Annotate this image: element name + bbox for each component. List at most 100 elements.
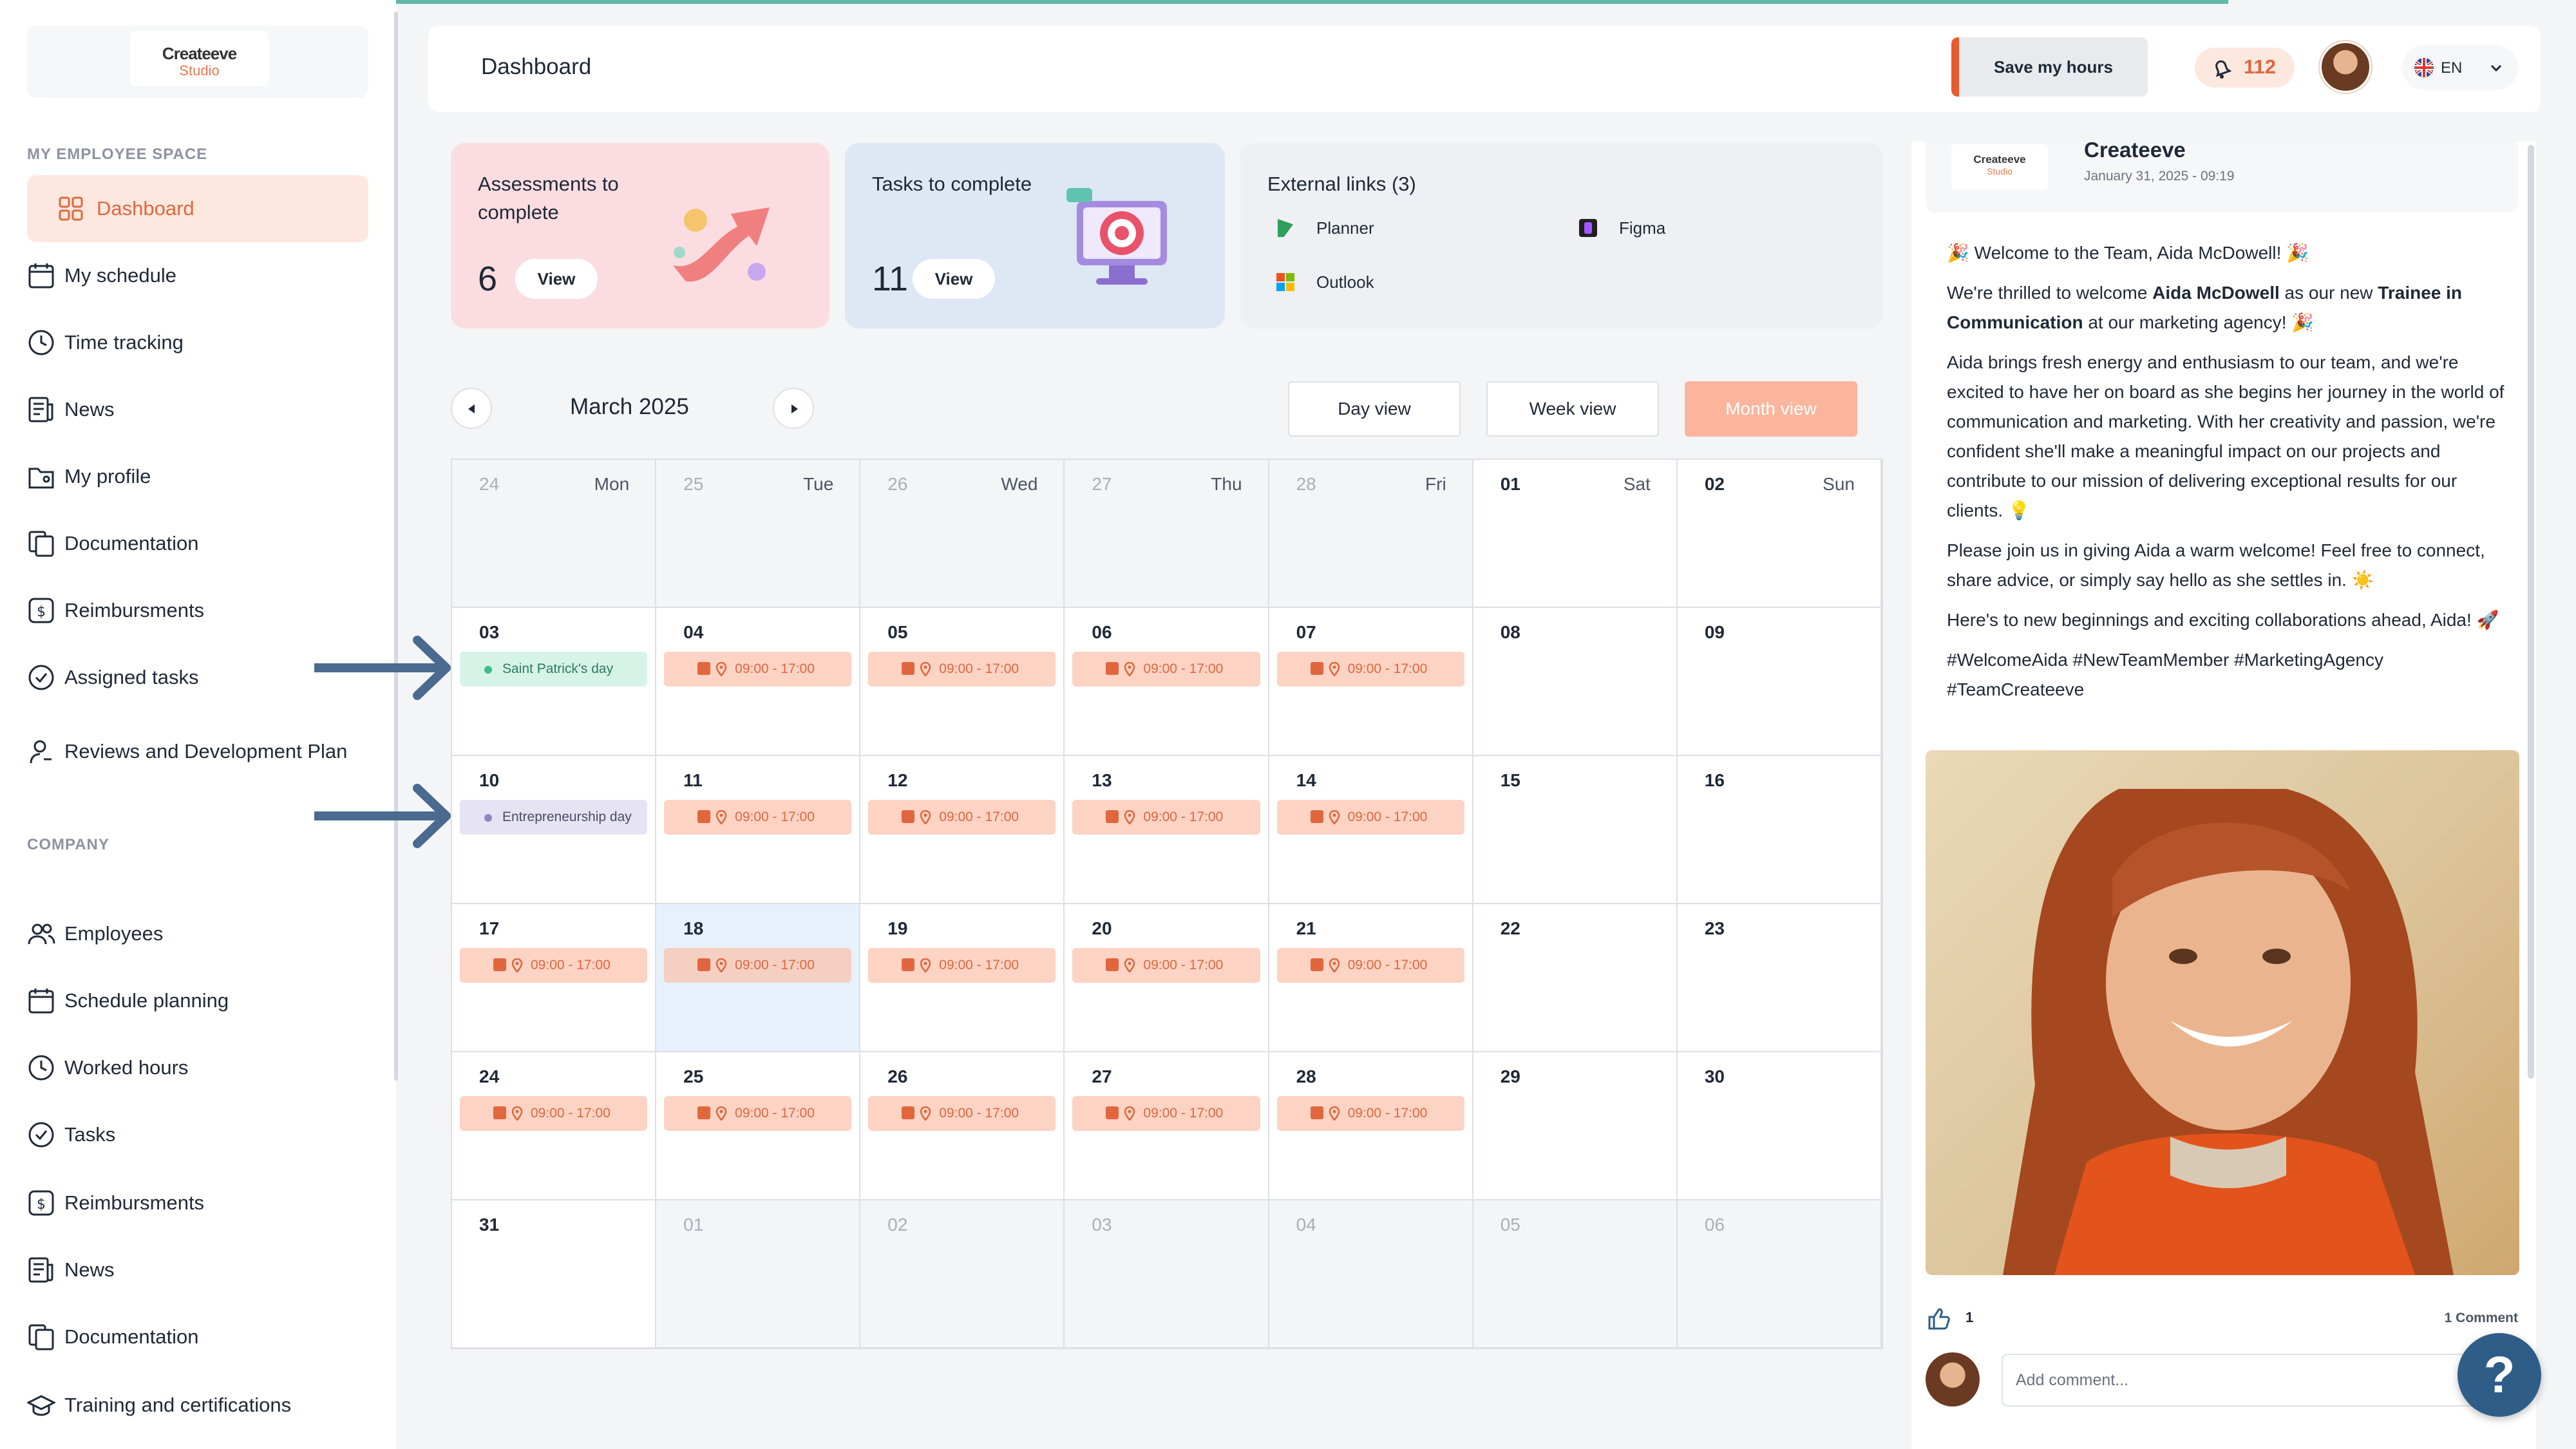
feed-scrollbar[interactable]: [2528, 145, 2534, 1079]
work-shift-chip[interactable]: 09:00 - 17:00: [1072, 1096, 1260, 1131]
comment-count[interactable]: 1 Comment: [2444, 1311, 2518, 1325]
sidebar-item-worked-hours[interactable]: Worked hours: [27, 1034, 368, 1101]
calendar-day-cell[interactable]: 03: [1065, 1200, 1269, 1349]
work-shift-chip[interactable]: 09:00 - 17:00: [1276, 652, 1464, 687]
work-shift-chip[interactable]: 09:00 - 17:00: [1276, 800, 1464, 835]
sidebar-item-reviews[interactable]: Reviews and Development Plan: [27, 718, 368, 785]
work-shift-chip[interactable]: 09:00 - 17:00: [1072, 948, 1260, 983]
calendar-day-cell[interactable]: 20 09:00 - 17:00: [1065, 904, 1269, 1052]
calendar-day-cell[interactable]: 04: [1269, 1200, 1473, 1349]
sidebar-item-schedule-planning[interactable]: Schedule planning: [27, 967, 368, 1034]
work-shift-chip[interactable]: 09:00 - 17:00: [664, 1096, 852, 1131]
calendar-day-cell[interactable]: 28 Fri: [1269, 460, 1473, 608]
calendar-day-cell[interactable]: 24 Mon: [452, 460, 657, 608]
sidebar-item-my-schedule[interactable]: My schedule: [27, 242, 368, 309]
work-shift-chip[interactable]: 09:00 - 17:00: [1072, 652, 1260, 687]
work-shift-chip[interactable]: 09:00 - 17:00: [460, 1096, 648, 1131]
calendar-day-cell[interactable]: 16: [1677, 756, 1882, 904]
sidebar-item-company-reimbursments[interactable]: $ Reimbursments: [27, 1170, 368, 1236]
work-shift-chip[interactable]: 09:00 - 17:00: [868, 948, 1056, 983]
calendar-day-cell[interactable]: 12 09:00 - 17:00: [860, 756, 1065, 904]
calendar-day-cell[interactable]: 05 09:00 - 17:00: [860, 608, 1065, 756]
calendar-day-cell[interactable]: 25 Tue: [656, 460, 861, 608]
week-view-button[interactable]: Week view: [1486, 381, 1659, 437]
assessments-view-button[interactable]: View: [515, 259, 598, 299]
work-shift-chip[interactable]: 09:00 - 17:00: [1276, 948, 1464, 983]
tasks-view-button[interactable]: View: [913, 259, 995, 299]
holiday-event-chip[interactable]: Saint Patrick's day: [460, 652, 648, 687]
user-avatar[interactable]: [2320, 41, 2371, 93]
calendar-day-cell[interactable]: 09: [1677, 608, 1882, 756]
calendar-day-cell[interactable]: 26 Wed: [860, 460, 1065, 608]
work-shift-chip[interactable]: 09:00 - 17:00: [868, 652, 1056, 687]
calendar-day-cell[interactable]: 18 09:00 - 17:00: [656, 904, 861, 1052]
calendar-day-cell[interactable]: 06 09:00 - 17:00: [1065, 608, 1269, 756]
work-shift-chip[interactable]: 09:00 - 17:00: [1072, 800, 1260, 835]
thumbs-up-icon[interactable]: [1926, 1305, 1951, 1331]
comment-input[interactable]: Add comment...: [2002, 1354, 2517, 1406]
external-link-figma[interactable]: Figma: [1570, 210, 1665, 246]
calendar-day-cell[interactable]: 21 09:00 - 17:00: [1269, 904, 1473, 1052]
calendar-day-cell[interactable]: 24 09:00 - 17:00: [452, 1052, 657, 1200]
calendar-day-cell[interactable]: 29: [1473, 1052, 1678, 1200]
work-shift-chip[interactable]: 09:00 - 17:00: [868, 800, 1056, 835]
calendar-day-cell[interactable]: 27 09:00 - 17:00: [1065, 1052, 1269, 1200]
calendar-day-cell[interactable]: 15: [1473, 756, 1678, 904]
calendar-day-cell[interactable]: 14 09:00 - 17:00: [1269, 756, 1473, 904]
sidebar-item-employees[interactable]: Employees: [27, 900, 368, 967]
work-shift-chip[interactable]: 09:00 - 17:00: [460, 948, 648, 983]
calendar-day-cell[interactable]: 02: [860, 1200, 1065, 1349]
calendar-day-cell[interactable]: 02 Sun: [1677, 460, 1882, 608]
language-selector[interactable]: EN: [2402, 45, 2518, 90]
work-shift-chip[interactable]: 09:00 - 17:00: [868, 1096, 1056, 1131]
sidebar-item-news[interactable]: News: [27, 376, 368, 443]
work-shift-chip[interactable]: 09:00 - 17:00: [664, 800, 852, 835]
calendar-day-cell[interactable]: 22: [1473, 904, 1678, 1052]
calendar-day-cell[interactable]: 23: [1677, 904, 1882, 1052]
work-shift-chip[interactable]: 09:00 - 17:00: [664, 652, 852, 687]
sidebar-scrollbar[interactable]: [394, 12, 398, 1081]
next-month-button[interactable]: [773, 388, 814, 429]
external-link-outlook[interactable]: Outlook: [1267, 264, 1374, 300]
calendar-day-cell[interactable]: 01 Sat: [1473, 460, 1678, 608]
calendar-day-cell[interactable]: 07 09:00 - 17:00: [1269, 608, 1473, 756]
calendar-day-cell[interactable]: 13 09:00 - 17:00: [1065, 756, 1269, 904]
sidebar-item-documentation[interactable]: Documentation: [27, 510, 368, 577]
calendar-day-cell[interactable]: 05: [1473, 1200, 1678, 1349]
sidebar-item-time-tracking[interactable]: Time tracking: [27, 309, 368, 376]
calendar-day-cell[interactable]: 08: [1473, 608, 1678, 756]
calendar-day-cell[interactable]: 26 09:00 - 17:00: [860, 1052, 1065, 1200]
logo-container[interactable]: Createeve Studio: [27, 26, 368, 98]
calendar-day-cell[interactable]: 19 09:00 - 17:00: [860, 904, 1065, 1052]
calendar-day-cell[interactable]: 31: [452, 1200, 657, 1349]
calendar-day-cell[interactable]: 28 09:00 - 17:00: [1269, 1052, 1473, 1200]
calendar-day-cell[interactable]: 04 09:00 - 17:00: [656, 608, 861, 756]
calendar-day-cell[interactable]: 27 Thu: [1065, 460, 1269, 608]
sidebar-item-company-news[interactable]: News: [27, 1236, 368, 1303]
sidebar-item-dashboard[interactable]: Dashboard: [27, 175, 368, 242]
calendar-day-cell[interactable]: 01: [656, 1200, 861, 1349]
notifications-button[interactable]: 112: [2195, 48, 2295, 88]
day-view-button[interactable]: Day view: [1288, 381, 1461, 437]
save-hours-button[interactable]: Save my hours: [1951, 37, 2148, 97]
calendar-day-cell[interactable]: 11 09:00 - 17:00: [656, 756, 861, 904]
work-shift-chip[interactable]: 09:00 - 17:00: [1276, 1096, 1464, 1131]
sidebar-item-training[interactable]: Training and certifications: [27, 1372, 368, 1439]
sidebar-item-tasks[interactable]: Tasks: [27, 1101, 368, 1168]
sidebar-item-company-documentation[interactable]: Documentation: [27, 1303, 368, 1370]
post-photo[interactable]: [1926, 750, 2519, 1275]
calendar-day-cell[interactable]: 10 Entrepreneurship day: [452, 756, 657, 904]
calendar-day-cell[interactable]: 03 Saint Patrick's day: [452, 608, 657, 756]
calendar-day-cell[interactable]: 06: [1677, 1200, 1882, 1349]
work-shift-chip[interactable]: 09:00 - 17:00: [664, 948, 852, 983]
calendar-day-cell[interactable]: 17 09:00 - 17:00: [452, 904, 657, 1052]
help-button[interactable]: ?: [2458, 1333, 2541, 1417]
prev-month-button[interactable]: [451, 388, 492, 429]
calendar-day-cell[interactable]: 30: [1677, 1052, 1882, 1200]
month-view-button[interactable]: Month view: [1685, 381, 1857, 437]
holiday-event-chip[interactable]: Entrepreneurship day: [460, 800, 648, 835]
external-link-planner[interactable]: Planner: [1267, 210, 1374, 246]
sidebar-item-reimbursments[interactable]: $ Reimbursments: [27, 577, 368, 644]
calendar-day-cell[interactable]: 25 09:00 - 17:00: [656, 1052, 861, 1200]
sidebar-item-my-profile[interactable]: My profile: [27, 443, 368, 510]
